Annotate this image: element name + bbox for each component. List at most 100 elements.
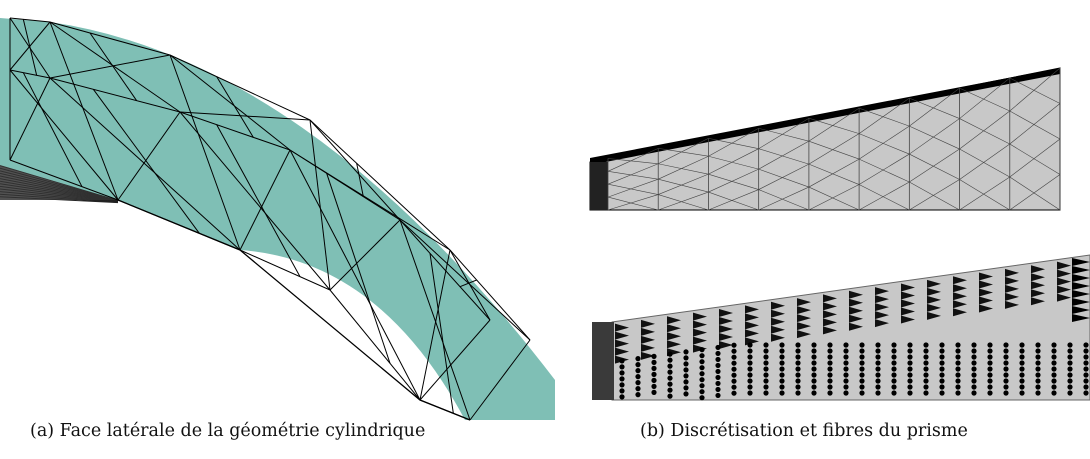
fibre-dot xyxy=(843,390,849,396)
subfigure-a: (a) Face latérale de la géométrie cylind… xyxy=(0,17,555,441)
fibre-dot xyxy=(955,348,961,354)
fibre-dot xyxy=(811,372,817,378)
mesh-edge xyxy=(469,339,531,421)
mesh-edge xyxy=(9,159,119,201)
fibre-dot xyxy=(731,342,737,348)
fibre-dot xyxy=(971,342,977,348)
prism-mesh-diagonal xyxy=(758,127,809,142)
fibre-arrow xyxy=(1005,276,1019,285)
fibre-dot xyxy=(891,348,897,354)
fibre-dot xyxy=(939,348,945,354)
fibre-arrow xyxy=(875,295,889,304)
fibre-dot xyxy=(827,384,833,390)
mesh-diagonal xyxy=(9,77,51,161)
fibre-dot xyxy=(667,381,673,387)
fibre-dot xyxy=(763,384,769,390)
prism-mesh-diagonal xyxy=(758,168,809,188)
fibre-dot xyxy=(747,348,753,354)
fibre-arrow xyxy=(667,324,681,333)
fibre-dot xyxy=(811,348,817,354)
fibre-dot xyxy=(779,342,785,348)
prism-top-edge xyxy=(590,68,1060,165)
fibre-dot xyxy=(859,348,865,354)
fibre-arrow xyxy=(979,288,993,297)
prism-mesh-diagonal xyxy=(658,138,709,165)
prism-mesh-diagonal xyxy=(658,163,709,175)
fibre-dot xyxy=(715,380,721,387)
fibre-dot xyxy=(939,360,945,366)
fibre-dot xyxy=(939,354,945,360)
prism-mesh-diagonal xyxy=(658,191,709,211)
fibre-dot xyxy=(635,368,641,374)
fibre-dot xyxy=(1035,384,1041,390)
mesh-edge xyxy=(399,219,491,321)
fibre-arrow xyxy=(1057,277,1071,286)
mesh-edge xyxy=(49,77,181,113)
fibre-dot xyxy=(875,354,881,360)
fibre-dot xyxy=(1003,366,1009,372)
prism-mesh-diagonal xyxy=(1009,174,1061,211)
fibre-arrow xyxy=(667,332,681,341)
mesh-diagonal xyxy=(92,89,200,234)
mesh-diagonal xyxy=(429,253,454,414)
prism-mesh-diagonal xyxy=(607,148,659,172)
fibre-dot xyxy=(699,347,705,353)
fibre-dot xyxy=(955,378,961,384)
fibre-dot xyxy=(795,360,801,366)
prism-mesh-diagonal xyxy=(909,87,960,127)
fibre-dot xyxy=(923,390,929,396)
fibre-dot xyxy=(859,384,865,390)
fibre-dot xyxy=(891,354,897,360)
fibre-dot xyxy=(875,378,881,384)
mesh-edge xyxy=(169,54,241,251)
fibre-dot xyxy=(987,348,993,354)
fibre-dot xyxy=(955,354,961,360)
fibre-dot xyxy=(779,360,785,366)
fibre-dot xyxy=(843,360,849,366)
fibre-dot xyxy=(1067,348,1073,354)
fibre-dot xyxy=(731,360,737,366)
fibre-dot xyxy=(731,354,737,360)
fibre-dot xyxy=(619,382,625,388)
prism-mesh-diagonal xyxy=(959,143,1010,180)
prism-mesh-diagonal xyxy=(808,117,860,134)
fibre-arrow xyxy=(1057,293,1071,302)
prism-mesh-diagonal xyxy=(607,163,659,185)
fibre-dot xyxy=(859,342,865,348)
fibre-dot xyxy=(907,384,913,390)
fibre-dot xyxy=(1051,354,1057,360)
fibre-dot xyxy=(907,342,913,348)
fibre-arrow xyxy=(641,351,655,360)
fibre-dot xyxy=(859,378,865,384)
fibre-dot xyxy=(907,348,913,354)
fibre-dot xyxy=(619,388,625,394)
fibre-dot xyxy=(827,372,833,378)
fibre-arrow xyxy=(693,336,707,345)
fibre-dot xyxy=(699,365,705,371)
mesh-diagonal xyxy=(117,111,181,201)
prism-mesh-diagonal xyxy=(858,184,910,211)
fibre-dot xyxy=(715,386,721,393)
prism-mesh-diagonal xyxy=(607,178,659,198)
fibre-dot xyxy=(747,390,753,396)
fibre-dot xyxy=(987,390,993,396)
prism-mesh-diagonal xyxy=(607,171,659,180)
prism-mesh-diagonal xyxy=(658,178,709,193)
fibre-dot xyxy=(763,348,769,354)
fibre-dot xyxy=(1083,348,1089,354)
fibre-arrow xyxy=(797,298,811,307)
fibre-dot xyxy=(763,342,769,348)
fibre-dot xyxy=(1067,366,1073,372)
fibre-dot xyxy=(1083,378,1089,384)
fibre-dot xyxy=(907,372,913,378)
fibre-dot xyxy=(715,350,721,357)
fibre-dot xyxy=(955,366,961,372)
fibre-arrow xyxy=(901,299,915,308)
fibre-dot xyxy=(939,390,945,396)
prism-mesh-diagonal xyxy=(658,155,709,180)
fibre-dot xyxy=(731,384,737,390)
fibre-dot xyxy=(1003,360,1009,366)
fibre-arrow xyxy=(849,306,863,315)
fibre-dot xyxy=(699,371,705,377)
mesh-diagonal xyxy=(459,279,477,288)
